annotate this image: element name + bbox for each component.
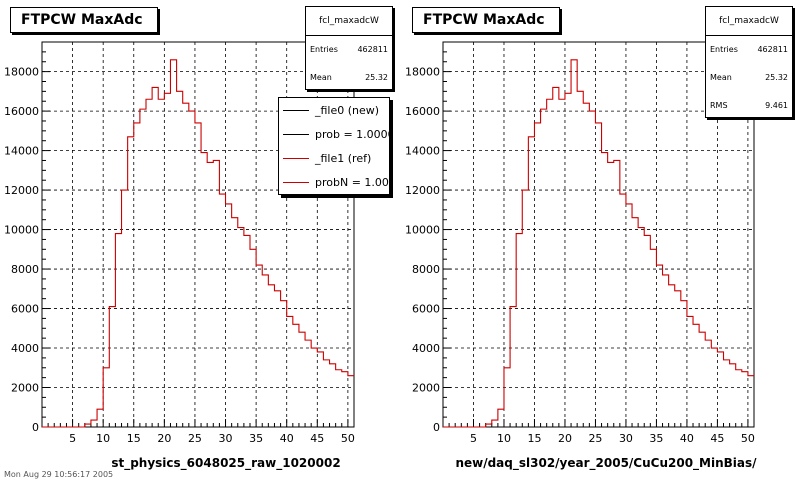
- left-stats-mean-value: 25.32: [365, 73, 388, 82]
- right-stats-row-mean: Mean 25.32: [706, 64, 792, 92]
- left-x-tick-label-15: 15: [127, 432, 141, 445]
- left-stats-row-mean: Mean 25.32: [306, 64, 392, 92]
- left-y-tick-label-12000: 12000: [4, 184, 39, 197]
- right-histogram-series-0: [443, 59, 754, 428]
- right-x-tick-label-25: 25: [588, 432, 602, 445]
- legend-label-probn: probN = 1.000000: [315, 175, 389, 189]
- left-histogram-title: FTPCW MaxAdc: [10, 7, 158, 33]
- right-y-tick-label-14000: 14000: [405, 145, 440, 158]
- left-histogram-series-0: [42, 59, 354, 428]
- left-stats-entries-label: Entries: [310, 45, 338, 54]
- right-plot-frame: [442, 41, 755, 428]
- left-stats-name: fcl_maxadcW: [306, 7, 392, 36]
- right-x-tick-label-40: 40: [680, 432, 694, 445]
- right-x-tick-label-15: 15: [527, 432, 541, 445]
- right-stats-box: fcl_maxadcW Entries 462811 Mean 25.32 RM…: [705, 6, 793, 118]
- left-x-axis-label: st_physics_6048025_raw_1020002: [111, 456, 341, 470]
- right-stats-mean-label: Mean: [710, 73, 732, 82]
- legend-entry-probn: probN = 1.000000: [279, 170, 389, 194]
- right-x-tick-label-30: 30: [619, 432, 633, 445]
- left-x-tick-label-50: 50: [341, 432, 355, 445]
- left-y-tick-label-6000: 6000: [11, 303, 39, 316]
- right-stats-mean-value: 25.32: [765, 73, 788, 82]
- legend-entry-file0: _file0 (new): [279, 98, 389, 122]
- left-stats-mean-label: Mean: [310, 73, 332, 82]
- right-stats-row-rms: RMS 9.461: [706, 92, 792, 120]
- left-legend: _file0 (new) prob = 1.000000 _file1 (ref…: [278, 97, 390, 195]
- right-y-tick-label-0: 0: [433, 421, 440, 434]
- right-y-tick-label-2000: 2000: [412, 382, 440, 395]
- left-stats-row-entries: Entries 462811: [306, 36, 392, 64]
- right-y-tick-label-12000: 12000: [405, 184, 440, 197]
- left-stats-entries-value: 462811: [357, 45, 388, 54]
- right-x-axis-label: new/daq_sl302/year_2005/CuCu200_MinBias/: [455, 456, 757, 470]
- right-stats-rms-value: 9.461: [765, 101, 788, 110]
- left-y-tick-label-0: 0: [32, 421, 39, 434]
- right-y-tick-label-16000: 16000: [405, 105, 440, 118]
- left-y-tick-label-14000: 14000: [4, 145, 39, 158]
- left-x-tick-label-20: 20: [157, 432, 171, 445]
- right-y-tick-label-8000: 8000: [412, 263, 440, 276]
- left-x-tick-label-45: 45: [310, 432, 324, 445]
- left-x-tick-label-40: 40: [280, 432, 294, 445]
- left-y-tick-label-16000: 16000: [4, 105, 39, 118]
- right-x-tick-label-10: 10: [497, 432, 511, 445]
- legend-line-prob: [283, 133, 309, 135]
- right-y-tick-label-18000: 18000: [405, 66, 440, 79]
- left-x-tick-label-10: 10: [96, 432, 110, 445]
- legend-line-probn: [283, 181, 309, 183]
- left-y-tick-label-4000: 4000: [11, 342, 39, 355]
- right-stats-entries-label: Entries: [710, 45, 738, 54]
- right-x-tick-label-35: 35: [649, 432, 663, 445]
- legend-label-file1: _file1 (ref): [315, 151, 372, 165]
- right-x-tick-label-5: 5: [470, 432, 477, 445]
- legend-line-file1: [283, 157, 309, 159]
- left-x-tick-label-35: 35: [249, 432, 263, 445]
- legend-label-file0: _file0 (new): [315, 103, 380, 117]
- right-histogram-title: FTPCW MaxAdc: [412, 7, 560, 33]
- right-x-tick-label-45: 45: [710, 432, 724, 445]
- legend-entry-prob: prob = 1.000000: [279, 122, 389, 146]
- legend-label-prob: prob = 1.000000: [315, 127, 389, 141]
- right-x-tick-label-20: 20: [558, 432, 572, 445]
- right-plot-area: [443, 42, 754, 427]
- left-y-tick-label-18000: 18000: [4, 66, 39, 79]
- left-y-tick-label-2000: 2000: [11, 382, 39, 395]
- legend-line-file0: [283, 109, 309, 111]
- left-x-tick-label-30: 30: [219, 432, 233, 445]
- left-y-tick-label-10000: 10000: [4, 224, 39, 237]
- right-y-tick-label-4000: 4000: [412, 342, 440, 355]
- right-stats-name: fcl_maxadcW: [706, 7, 792, 36]
- right-stats-row-entries: Entries 462811: [706, 36, 792, 64]
- left-stats-box: fcl_maxadcW Entries 462811 Mean 25.32: [305, 6, 393, 90]
- footer-timestamp: Mon Aug 29 10:56:17 2005: [4, 470, 114, 479]
- right-y-tick-label-6000: 6000: [412, 303, 440, 316]
- left-x-tick-label-5: 5: [69, 432, 76, 445]
- right-stats-entries-value: 462811: [757, 45, 788, 54]
- legend-entry-file1: _file1 (ref): [279, 146, 389, 170]
- right-y-tick-label-10000: 10000: [405, 224, 440, 237]
- left-plot-frame: [41, 41, 355, 428]
- left-x-tick-label-25: 25: [188, 432, 202, 445]
- right-x-tick-label-50: 50: [741, 432, 755, 445]
- right-stats-rms-label: RMS: [710, 101, 728, 110]
- left-y-tick-label-8000: 8000: [11, 263, 39, 276]
